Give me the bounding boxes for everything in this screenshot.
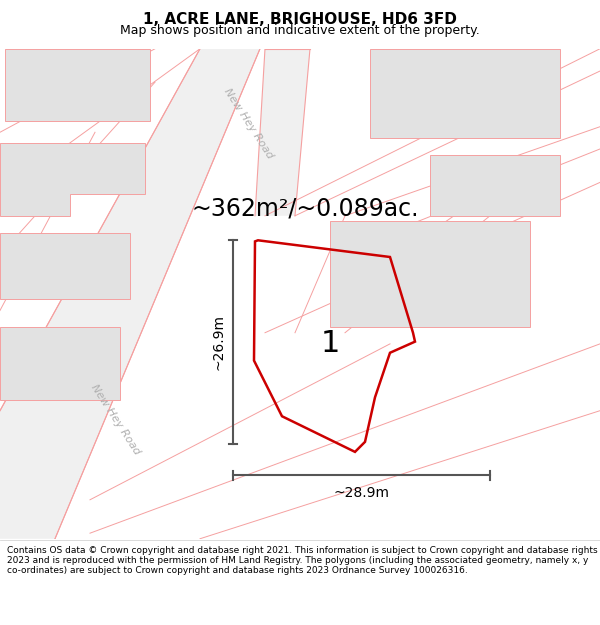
Polygon shape: [0, 143, 145, 216]
Text: 1: 1: [320, 329, 340, 358]
Text: ~26.9m: ~26.9m: [212, 314, 226, 370]
Polygon shape: [0, 327, 120, 399]
Text: Map shows position and indicative extent of the property.: Map shows position and indicative extent…: [120, 24, 480, 36]
Polygon shape: [255, 49, 310, 216]
Text: New Hey Road: New Hey Road: [89, 382, 142, 457]
Polygon shape: [330, 221, 530, 327]
Text: Contains OS data © Crown copyright and database right 2021. This information is : Contains OS data © Crown copyright and d…: [7, 546, 598, 576]
Text: New Hey Road: New Hey Road: [221, 86, 274, 161]
Text: ~28.9m: ~28.9m: [334, 486, 389, 501]
Text: ~362m²/~0.089ac.: ~362m²/~0.089ac.: [191, 196, 419, 220]
Polygon shape: [5, 49, 150, 121]
Polygon shape: [0, 49, 260, 539]
Polygon shape: [370, 49, 560, 138]
Polygon shape: [430, 154, 560, 216]
Text: 1, ACRE LANE, BRIGHOUSE, HD6 3FD: 1, ACRE LANE, BRIGHOUSE, HD6 3FD: [143, 12, 457, 27]
Polygon shape: [0, 232, 130, 299]
